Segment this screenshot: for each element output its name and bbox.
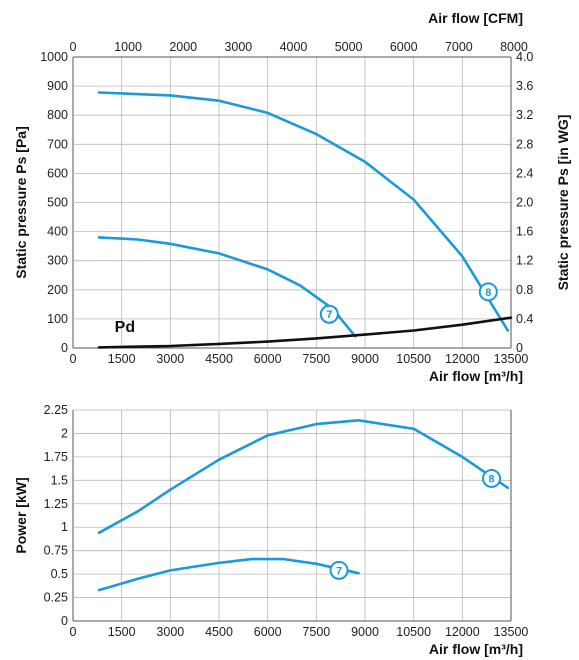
pressure-series-7-line: [97, 236, 357, 338]
pressure-top-tick-label: 6000: [390, 40, 418, 54]
power-x-tick-label: 7500: [302, 625, 330, 639]
pressure-y-tick-label: 200: [47, 283, 68, 297]
power-series-8-line: [97, 419, 510, 535]
power-series-7-line: [97, 557, 360, 592]
pressure-right-tick-label: 3.6: [516, 79, 533, 93]
power-curve-8-badge: [482, 468, 502, 488]
power-y-tick-label: 0: [61, 614, 68, 628]
power-x-tick-label: 6000: [254, 625, 282, 639]
pressure-right-tick-label: 2.0: [516, 196, 533, 210]
pressure-y-axis-title: Static pressure Ps [Pa]: [13, 126, 29, 279]
pressure-top-tick-label: 0: [70, 40, 77, 54]
pressure-x-tick-label: 4500: [205, 352, 233, 366]
power-x-axis-title: Air flow [m³/h]: [429, 641, 523, 657]
power-y-axis-title: Power [kW]: [13, 477, 29, 553]
pressure-x-tick-label: 1500: [108, 352, 136, 366]
power-y-tick-label: 1: [61, 520, 68, 534]
pressure-y-tick-label: 400: [47, 225, 68, 239]
power-x-tick-label: 4500: [205, 625, 233, 639]
power-x-tick-label: 0: [70, 625, 77, 639]
power-x-tick-label: 3000: [156, 625, 184, 639]
pressure-right-tick-label: 4.0: [516, 50, 533, 64]
pressure-top-tick-label: 3000: [224, 40, 252, 54]
pressure-x-tick-label: 9000: [351, 352, 379, 366]
pressure-top-tick-label: 2000: [169, 40, 197, 54]
power-curve-7-badge: [329, 560, 349, 580]
power-y-tick-label: 0.75: [44, 544, 68, 558]
pressure-curve-8-badge: [478, 282, 498, 302]
pressure-pd-label: Pd: [115, 319, 135, 336]
pressure-right-tick-label: 2.8: [516, 137, 533, 151]
pressure-top-tick-label: 1000: [114, 40, 142, 54]
pressure-y-tick-label: 700: [47, 137, 68, 151]
pressure-curve-7-badge: [319, 304, 339, 324]
pressure-series-8-line: [97, 91, 510, 332]
pressure-x-tick-label: 6000: [254, 352, 282, 366]
pressure-curve-7-badge-label: 7: [326, 309, 332, 321]
power-x-tick-label: 13500: [494, 625, 529, 639]
pressure-x-tick-label: 10500: [396, 352, 431, 366]
pressure-x-tick-label: 7500: [302, 352, 330, 366]
pressure-x-tick-label: 12000: [445, 352, 480, 366]
pressure-x-tick-label: 0: [70, 352, 77, 366]
pressure-y-tick-label: 100: [47, 312, 68, 326]
pressure-y-tick-label: 500: [47, 196, 68, 210]
pressure-y-tick-label: 300: [47, 254, 68, 268]
pressure-y-tick-label: 900: [47, 79, 68, 93]
pressure-x-tick-label: 13500: [494, 352, 529, 366]
power-y-tick-label: 2.25: [44, 403, 68, 417]
pressure-right-tick-label: 0.4: [516, 312, 533, 326]
pressure-top-axis-title: Air flow [CFM]: [428, 10, 523, 26]
pressure-y-tick-label: 0: [61, 341, 68, 355]
pressure-right-axis-title: Static pressure Ps [in WG]: [555, 115, 571, 291]
power-x-tick-label: 12000: [445, 625, 480, 639]
power-y-tick-label: 0.25: [44, 591, 68, 605]
power-y-tick-label: 1.5: [51, 473, 68, 487]
power-y-tick-label: 1.75: [44, 450, 68, 464]
pressure-right-tick-label: 1.2: [516, 254, 533, 268]
pressure-series-Pd-line: [97, 316, 513, 349]
pressure-x-axis-title: Air flow [m³/h]: [429, 368, 523, 384]
pressure-curve-8-badge-label: 8: [485, 287, 491, 299]
pressure-x-tick-label: 3000: [156, 352, 184, 366]
pressure-top-tick-label: 8000: [500, 40, 528, 54]
pressure-top-tick-label: 7000: [445, 40, 473, 54]
pressure-y-tick-label: 1000: [40, 50, 68, 64]
power-x-tick-label: 1500: [108, 625, 136, 639]
power-y-tick-label: 1.25: [44, 497, 68, 511]
pressure-right-tick-label: 3.2: [516, 108, 533, 122]
pressure-right-tick-label: 1.6: [516, 225, 533, 239]
pressure-y-tick-label: 800: [47, 108, 68, 122]
power-x-tick-label: 9000: [351, 625, 379, 639]
pressure-right-tick-label: 2.4: [516, 166, 533, 180]
power-y-tick-label: 2: [61, 426, 68, 440]
power-y-tick-label: 0.5: [51, 567, 68, 581]
pressure-right-tick-label: 0: [516, 341, 523, 355]
pressure-top-tick-label: 5000: [335, 40, 363, 54]
pressure-right-tick-label: 0.8: [516, 283, 533, 297]
power-curve-7-badge-label: 7: [336, 565, 342, 577]
power-curve-8-badge-label: 8: [488, 473, 494, 485]
pressure-top-tick-label: 4000: [280, 40, 308, 54]
power-x-tick-label: 10500: [396, 625, 431, 639]
pressure-y-tick-label: 600: [47, 166, 68, 180]
